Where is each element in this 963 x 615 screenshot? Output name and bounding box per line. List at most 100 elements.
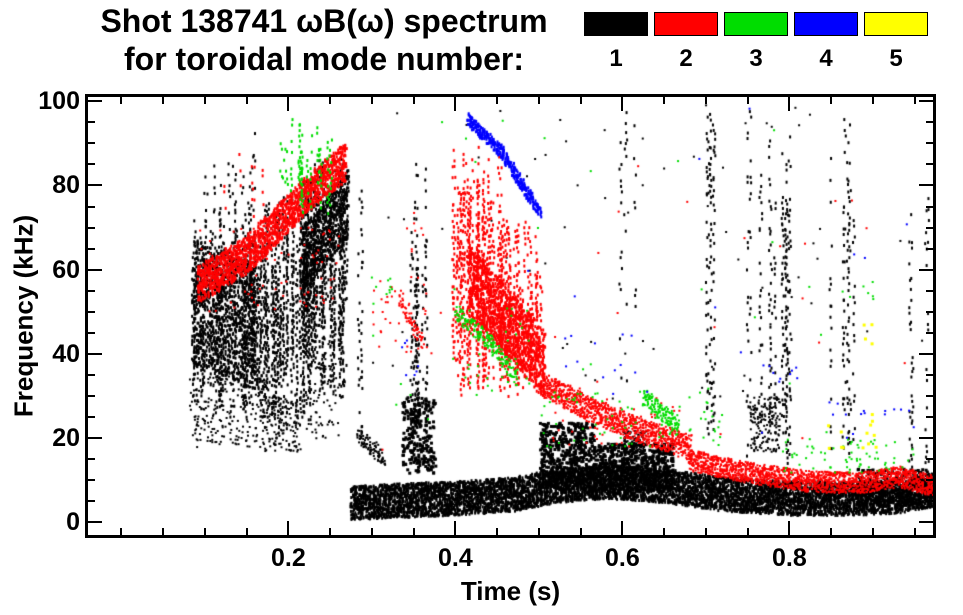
y-major-tick [919,100,933,103]
y-major-tick [919,437,933,440]
legend-entry-n4: 4 [793,12,859,73]
legend: 1 2 3 4 5 [583,12,929,73]
x-axis-title: Time (s) [460,576,561,606]
y-major-tick [919,184,933,187]
y-major-tick [919,521,933,524]
x-minor-tick [830,528,833,535]
x-minor-tick [913,528,916,535]
legend-label-n5: 5 [889,45,903,72]
y-minor-tick [88,373,95,376]
chart-title-line2: for toroidal mode number: [124,41,524,77]
x-minor-tick [120,528,123,535]
x-minor-tick [746,528,749,535]
x-minor-tick [579,97,582,104]
y-major-tick [919,268,933,271]
plot-frame [85,94,936,538]
y-minor-tick [926,289,933,292]
y-minor-tick [88,289,95,292]
x-minor-tick [120,97,123,104]
x-minor-tick [412,528,415,535]
x-minor-tick [746,97,749,104]
spectrogram-canvas [88,97,933,535]
y-minor-tick [88,500,95,503]
y-major-tick [88,352,102,355]
x-minor-tick [329,97,332,104]
legend-swatch-n5 [864,12,928,36]
y-major-tick [88,100,102,103]
legend-label-n4: 4 [819,45,833,72]
x-minor-tick [245,528,248,535]
x-major-tick [287,521,290,535]
y-minor-tick [88,395,95,398]
y-minor-tick [88,310,95,313]
y-minor-tick [926,142,933,145]
y-minor-tick [88,331,95,334]
x-minor-tick [830,97,833,104]
y-tick-label: 40 [52,339,80,368]
y-tick-label: 60 [52,255,80,284]
x-tick-label: 0.2 [271,544,306,572]
y-minor-tick [926,500,933,503]
y-minor-tick [926,479,933,482]
x-minor-tick [329,528,332,535]
y-minor-tick [88,205,95,208]
y-minor-tick [926,121,933,124]
y-minor-tick [926,395,933,398]
y-major-tick [88,184,102,187]
y-minor-tick [88,458,95,461]
legend-swatch-n2 [654,12,718,36]
x-minor-tick [871,97,874,104]
x-tick-label: 0.4 [438,544,473,572]
y-tick-label: 100 [38,87,80,116]
x-major-tick [788,521,791,535]
y-tick-label: 0 [66,508,80,537]
y-tick-label: 80 [52,171,80,200]
y-minor-tick [88,142,95,145]
x-major-tick [454,97,457,111]
legend-swatch-n4 [794,12,858,36]
x-minor-tick [496,97,499,104]
x-minor-tick [871,528,874,535]
y-minor-tick [926,226,933,229]
y-major-tick [919,352,933,355]
x-major-tick [621,521,624,535]
y-major-tick [88,521,102,524]
legend-entry-n5: 5 [863,12,929,73]
x-minor-tick [704,97,707,104]
y-minor-tick [926,373,933,376]
y-major-tick [88,437,102,440]
legend-label-n1: 1 [609,45,623,72]
legend-entry-n2: 2 [653,12,719,73]
x-minor-tick [913,97,916,104]
x-minor-tick [162,97,165,104]
x-minor-tick [663,97,666,104]
x-minor-tick [537,97,540,104]
x-minor-tick [203,97,206,104]
x-minor-tick [203,528,206,535]
y-minor-tick [88,163,95,166]
x-minor-tick [370,97,373,104]
x-minor-tick [162,528,165,535]
x-minor-tick [537,528,540,535]
y-minor-tick [88,247,95,250]
legend-entry-n3: 3 [723,12,789,73]
x-tick-label: 0.6 [604,544,640,572]
y-minor-tick [926,416,933,419]
x-minor-tick [496,528,499,535]
y-minor-tick [926,331,933,334]
x-minor-tick [579,528,582,535]
chart-title-line1: Shot 138741 ωB(ω) spectrum [100,3,548,39]
legend-label-n3: 3 [749,45,763,72]
legend-label-n2: 2 [679,45,693,72]
y-major-tick [88,268,102,271]
y-minor-tick [88,226,95,229]
y-minor-tick [926,310,933,313]
x-minor-tick [370,528,373,535]
x-minor-tick [704,528,707,535]
legend-entry-n1: 1 [583,12,649,73]
x-major-tick [454,521,457,535]
y-minor-tick [88,416,95,419]
x-minor-tick [663,528,666,535]
legend-swatch-n1 [584,12,648,36]
